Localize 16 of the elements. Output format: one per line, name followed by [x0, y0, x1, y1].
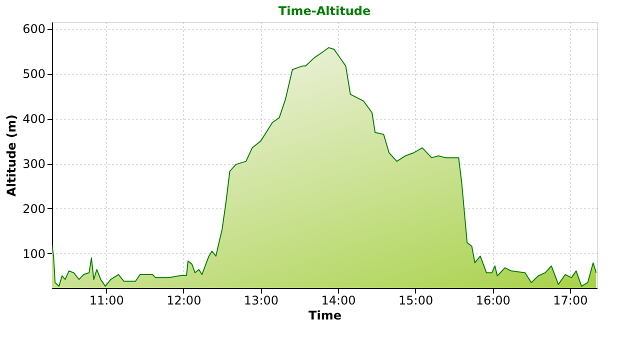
- x-tick-label: 13:00: [244, 294, 279, 308]
- y-tick-label: 500: [22, 67, 46, 82]
- y-tick-label: 100: [22, 246, 46, 261]
- chart-title: Time-Altitude: [278, 4, 371, 18]
- y-axis-title: Altitude (m): [4, 114, 19, 196]
- x-tick-label: 16:00: [476, 294, 510, 308]
- y-tick-label: 600: [22, 22, 46, 36]
- x-tick-label: 15:00: [398, 294, 434, 308]
- x-tick-label: 17:00: [553, 294, 588, 308]
- y-tick-label: 200: [22, 202, 46, 216]
- x-tick-label: 12:00: [166, 294, 202, 308]
- x-tick-label: 11:00: [89, 294, 124, 308]
- x-axis-title: Time: [308, 308, 342, 322]
- y-tick-label: 400: [22, 112, 46, 126]
- x-tick-label: 14:00: [321, 294, 356, 308]
- y-tick-label: 300: [22, 157, 46, 172]
